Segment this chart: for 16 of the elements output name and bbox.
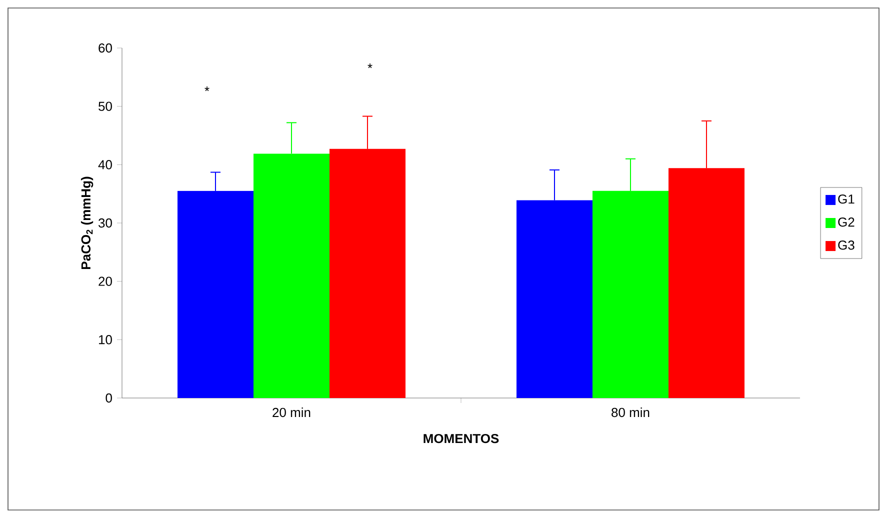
- annotation: *: [368, 64, 372, 68]
- y-tick-label: 20: [98, 276, 112, 286]
- y-tick-label: 60: [98, 43, 112, 53]
- legend-label: G2: [838, 217, 854, 227]
- y-tick-label: 30: [98, 218, 112, 228]
- y-tick-label: 50: [98, 102, 112, 111]
- y-tick-label: 10: [98, 335, 112, 344]
- x-tick-label: 20 min: [272, 408, 310, 418]
- x-tick-label: 80 min: [612, 408, 650, 418]
- y-axis-title: PaCO$_{2}$ (mmHg): [80, 176, 94, 269]
- legend-label: G3: [838, 240, 854, 250]
- legend-label: G1: [838, 194, 854, 204]
- y-tick-label: 0: [106, 393, 112, 403]
- x-axis-title: MOMENTOS: [424, 434, 499, 444]
- y-tick-label: 40: [98, 160, 112, 170]
- annotation: *: [204, 86, 210, 92]
